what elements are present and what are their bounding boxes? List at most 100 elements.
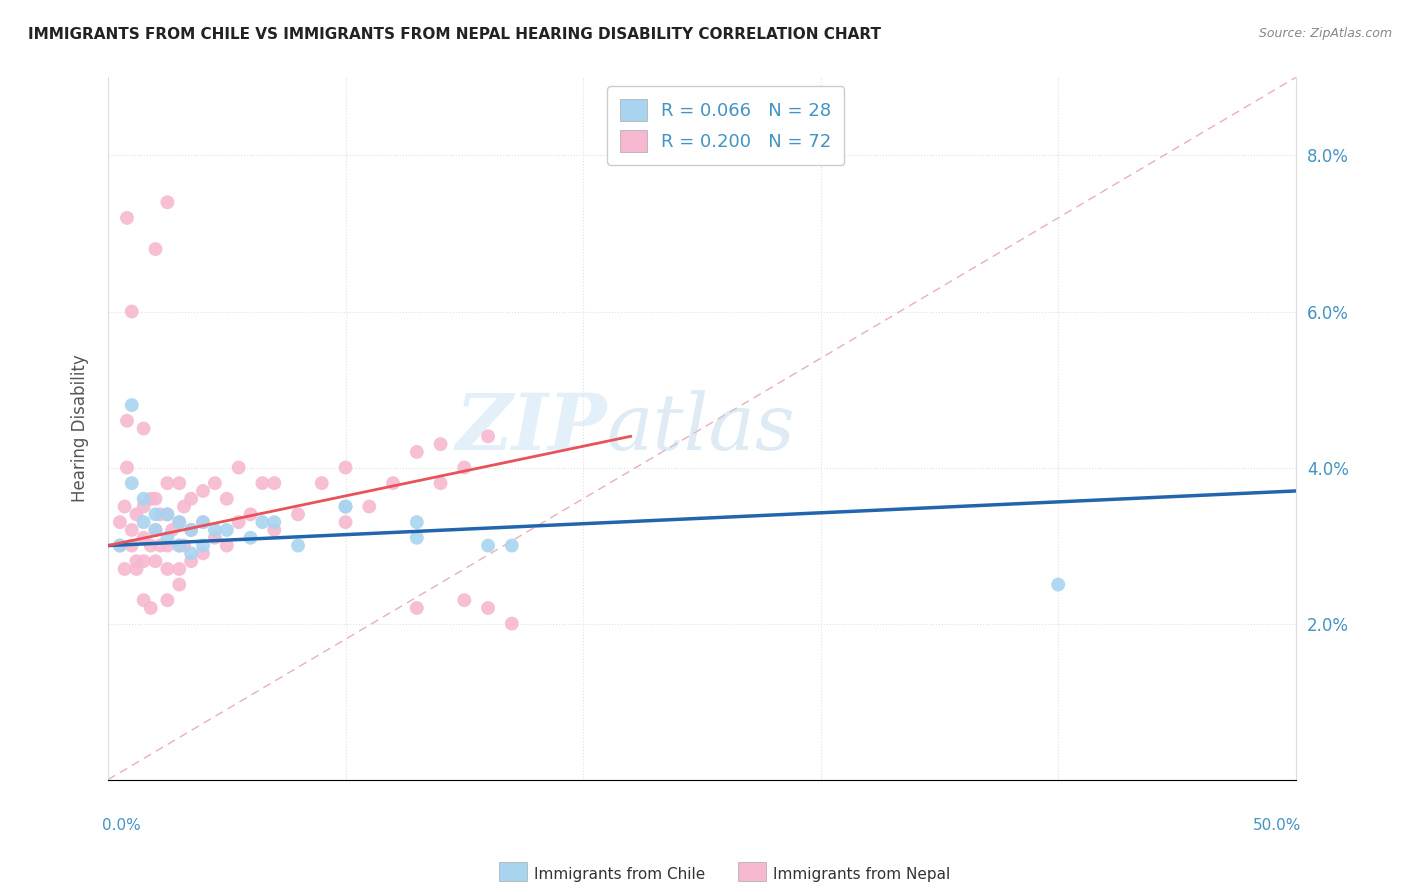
Point	[263, 515, 285, 529]
Point	[191, 515, 214, 529]
Point	[167, 476, 190, 491]
Point	[239, 508, 262, 522]
Point	[477, 429, 499, 443]
Point	[215, 491, 238, 506]
Point	[108, 539, 131, 553]
Point	[132, 421, 155, 435]
Point	[382, 476, 405, 491]
Point	[132, 531, 155, 545]
Point	[228, 460, 250, 475]
Point	[145, 523, 167, 537]
Point	[132, 500, 155, 514]
Point	[121, 476, 143, 491]
Point	[180, 523, 202, 537]
Point	[239, 531, 262, 545]
Y-axis label: Hearing Disability: Hearing Disability	[72, 355, 89, 502]
Point	[167, 515, 190, 529]
Point	[215, 539, 238, 553]
Text: Immigrants from Nepal: Immigrants from Nepal	[773, 867, 950, 881]
Point	[132, 515, 155, 529]
Point	[173, 500, 195, 514]
Point	[287, 539, 309, 553]
Legend: R = 0.066   N = 28, R = 0.200   N = 72: R = 0.066 N = 28, R = 0.200 N = 72	[607, 87, 844, 165]
Point	[453, 593, 475, 607]
Point	[108, 539, 131, 553]
Point	[252, 515, 274, 529]
Text: Source: ZipAtlas.com: Source: ZipAtlas.com	[1258, 27, 1392, 40]
Point	[311, 476, 333, 491]
Point	[125, 562, 148, 576]
Point	[167, 577, 190, 591]
Point	[132, 554, 155, 568]
Point	[160, 523, 183, 537]
Point	[477, 539, 499, 553]
Text: 0.0%: 0.0%	[103, 818, 141, 833]
Point	[167, 539, 190, 553]
Point	[501, 616, 523, 631]
Point	[429, 476, 451, 491]
Point	[215, 523, 238, 537]
Point	[167, 562, 190, 576]
Point	[263, 476, 285, 491]
Point	[204, 523, 226, 537]
Point	[114, 562, 136, 576]
Point	[145, 523, 167, 537]
Point	[477, 601, 499, 615]
Point	[125, 554, 148, 568]
Point	[149, 508, 172, 522]
Point	[252, 476, 274, 491]
Point	[191, 546, 214, 560]
Point	[139, 491, 162, 506]
Point	[1047, 577, 1070, 591]
Point	[180, 523, 202, 537]
Text: IMMIGRANTS FROM CHILE VS IMMIGRANTS FROM NEPAL HEARING DISABILITY CORRELATION CH: IMMIGRANTS FROM CHILE VS IMMIGRANTS FROM…	[28, 27, 882, 42]
Point	[115, 460, 138, 475]
Point	[180, 554, 202, 568]
Point	[335, 500, 357, 514]
Point	[139, 601, 162, 615]
Point	[156, 195, 179, 210]
Point	[335, 500, 357, 514]
Text: Immigrants from Chile: Immigrants from Chile	[534, 867, 706, 881]
Point	[405, 601, 427, 615]
Point	[145, 508, 167, 522]
Text: 50.0%: 50.0%	[1253, 818, 1302, 833]
Point	[191, 483, 214, 498]
Point	[429, 437, 451, 451]
Point	[115, 211, 138, 225]
Point	[145, 554, 167, 568]
Point	[149, 539, 172, 553]
Point	[121, 539, 143, 553]
Point	[453, 460, 475, 475]
Point	[204, 531, 226, 545]
Point	[180, 546, 202, 560]
Point	[173, 539, 195, 553]
Point	[167, 515, 190, 529]
Point	[287, 508, 309, 522]
Point	[501, 539, 523, 553]
Point	[359, 500, 381, 514]
Point	[156, 539, 179, 553]
Point	[121, 304, 143, 318]
Point	[115, 414, 138, 428]
Point	[167, 539, 190, 553]
Point	[191, 539, 214, 553]
Point	[132, 491, 155, 506]
Point	[156, 531, 179, 545]
Point	[204, 476, 226, 491]
Point	[156, 476, 179, 491]
Point	[405, 531, 427, 545]
Point	[121, 398, 143, 412]
Point	[335, 515, 357, 529]
Point	[180, 491, 202, 506]
Point	[405, 515, 427, 529]
Point	[156, 508, 179, 522]
Point	[156, 593, 179, 607]
Point	[145, 242, 167, 256]
Point	[145, 491, 167, 506]
Text: ZIP: ZIP	[456, 391, 607, 467]
Point	[335, 460, 357, 475]
Point	[114, 500, 136, 514]
Point	[191, 515, 214, 529]
Point	[125, 508, 148, 522]
